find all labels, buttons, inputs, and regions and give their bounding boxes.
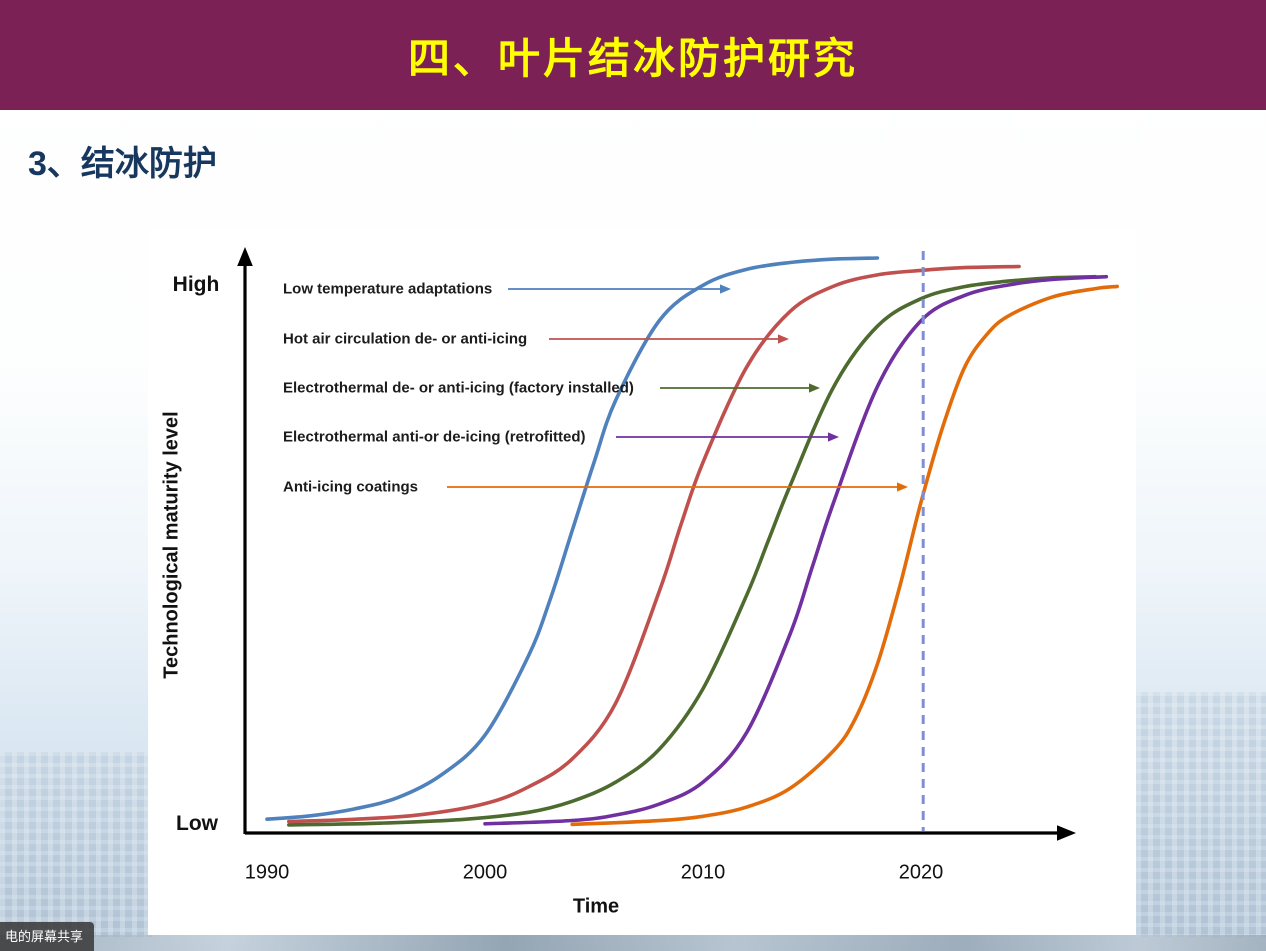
curve-low-temperature-adaptations [265, 256, 880, 821]
legend-arrow-anti-icing-coatings [447, 482, 908, 492]
legend-arrow-hot-air-circulation-de-or-anti-icing [549, 334, 789, 344]
background-building-left [0, 752, 152, 937]
legend-arrow-low-temperature-adaptations [508, 284, 731, 294]
y-axis-high-label: High [172, 273, 220, 296]
x-axis-title: Time [572, 895, 620, 918]
curve-anti-icing-coatings [570, 284, 1119, 827]
legend-arrow-electrothermal-anti-or-de-icing-retrofitted [616, 432, 839, 442]
curve-electrothermal-de-or-anti-icing-factory-installed [287, 274, 1098, 827]
y-axis [237, 247, 253, 834]
legend-label-anti-icing-coatings: Anti-icing coatings [283, 478, 418, 496]
y-axis-title: Technological maturity level [160, 411, 183, 679]
slide-title-banner: 四、叶片结冰防护研究 [0, 0, 1266, 110]
curve-electrothermal-anti-or-de-icing-retrofitted [483, 274, 1109, 826]
background-building-right [1136, 692, 1266, 937]
curve-hot-air-circulation-de-or-anti-icing [287, 264, 1021, 824]
x-tick-2000: 2000 [462, 861, 508, 884]
screen-share-chip[interactable]: 电的屏幕共享 [0, 922, 95, 951]
x-axis [245, 825, 1076, 841]
x-tick-2020: 2020 [898, 861, 944, 884]
slide-title: 四、叶片结冰防护研究 [407, 34, 858, 82]
section-subtitle: 3、结冰防护 [28, 145, 217, 183]
x-tick-1990: 1990 [244, 861, 290, 884]
legend-label-electrothermal-retrofitted: Electrothermal anti-or de-icing (retrofi… [283, 428, 586, 446]
legend-label-low-temperature-adaptations: Low temperature adaptations [283, 280, 493, 298]
legend-label-electrothermal-factory-installed: Electrothermal de- or anti-icing (factor… [283, 379, 634, 397]
x-tick-2010: 2010 [680, 861, 726, 884]
y-axis-low-label: Low [176, 812, 218, 835]
legend-arrow-electrothermal-de-or-anti-icing-factory-installed [660, 383, 820, 393]
background-photo-strip [0, 935, 1266, 951]
legend-label-hot-air-circulation: Hot air circulation de- or anti-icing [283, 330, 528, 348]
screen-share-label: 电的屏幕共享 [5, 929, 84, 944]
